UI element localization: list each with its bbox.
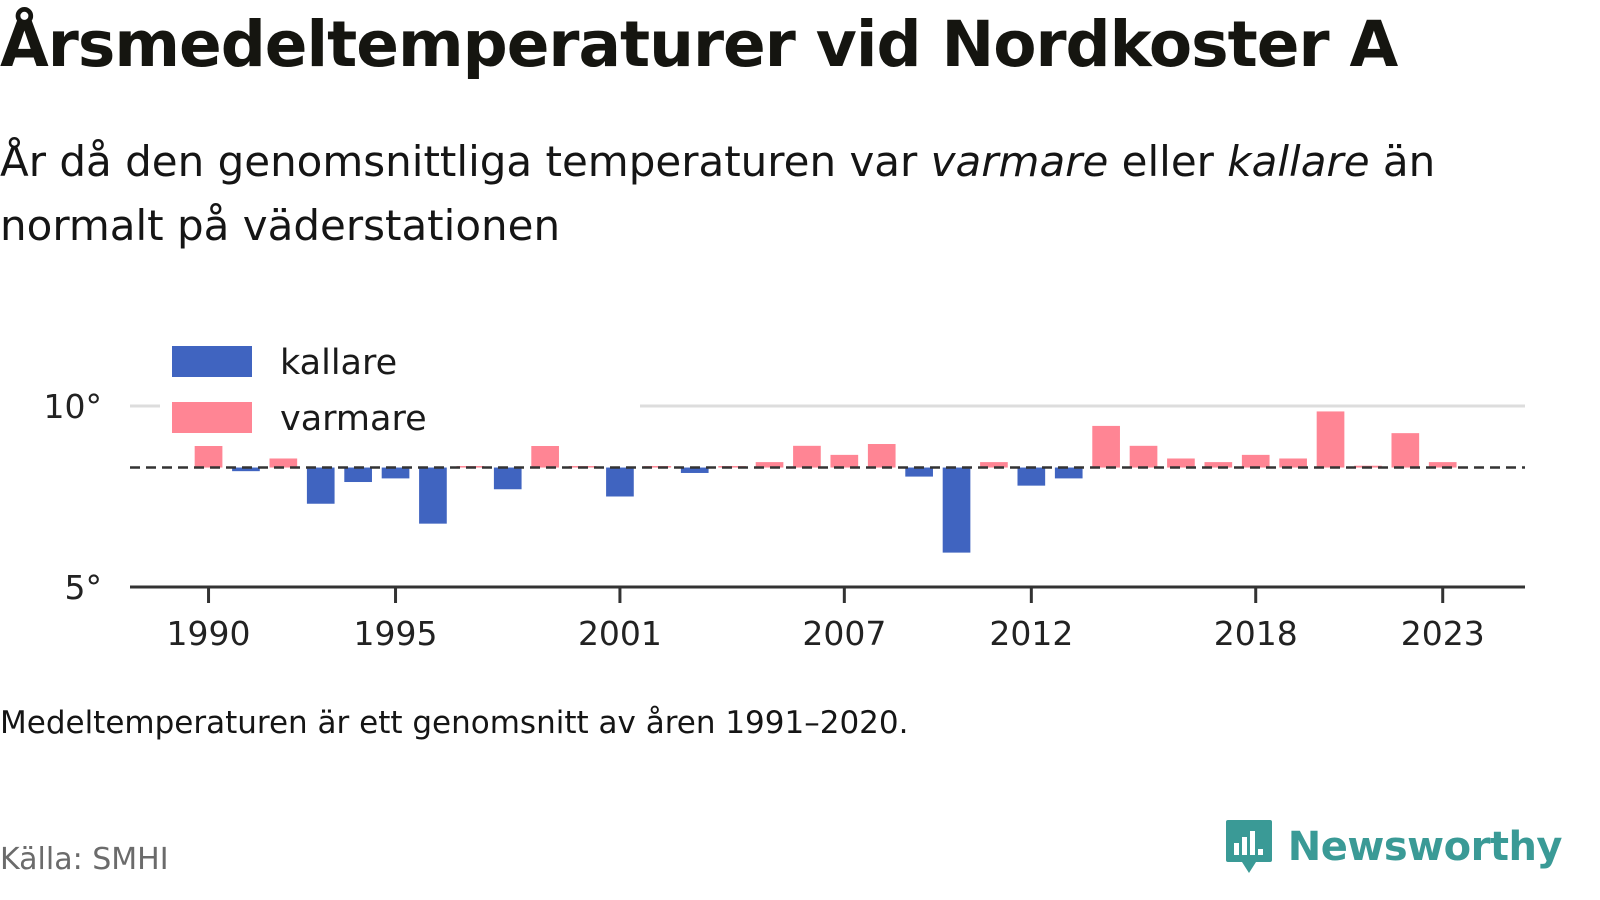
source-label: Källa: SMHI: [0, 842, 169, 877]
x-tick-label-1995: 1995: [354, 614, 438, 653]
x-tick-label-2007: 2007: [802, 614, 886, 653]
legend-warmer-swatch: [172, 402, 252, 433]
subtitle-colder: kallare: [1227, 137, 1370, 186]
footnote: Medeltemperaturen är ett genomsnitt av å…: [0, 705, 909, 741]
brand-logo: Newsworthy: [1224, 818, 1563, 876]
bar-2009: [905, 467, 933, 477]
subtitle-warmer: varmare: [930, 137, 1109, 186]
bar-2018: [1241, 454, 1270, 468]
legend-colder-swatch: [172, 346, 252, 377]
bar-1990: [194, 445, 223, 468]
x-tick-label-1990: 1990: [167, 614, 251, 653]
chart-subtitle: År då den genomsnittliga temperaturen va…: [0, 130, 1560, 258]
legend-warmer-label: varmare: [280, 399, 427, 439]
bar-2022: [1391, 433, 1420, 468]
bar-2011: [980, 462, 1008, 468]
temperature-bar-chart: 5° 10° 1990 1995 2001 2007 2012 2018 2023 kalla…: [43, 326, 1525, 653]
bar-2007: [830, 454, 859, 468]
y-tick-labels: 5° 10°: [44, 387, 103, 607]
bar-2006: [793, 445, 821, 468]
chart-title: Årsmedeltemperaturer vid Nordkoster A: [0, 8, 1398, 81]
subtitle-part-1: År då den genomsnittliga temperaturen va…: [0, 137, 931, 186]
x-tick-label-2012: 2012: [989, 614, 1073, 653]
bar-2010: [942, 467, 971, 553]
bar-2008: [867, 444, 896, 468]
bar-2001: [606, 467, 634, 497]
legend-colder-label: kallare: [280, 343, 397, 383]
subtitle-part-2: eller: [1108, 137, 1228, 186]
bar-2003: [680, 467, 709, 473]
newsworthy-logo-icon: [1225, 820, 1272, 873]
bar-1996: [419, 467, 447, 524]
legend: kallare varmare: [160, 326, 640, 446]
bar-2013: [1054, 467, 1083, 479]
bar-2015: [1129, 445, 1158, 468]
brand-name: Newsworthy: [1287, 824, 1563, 870]
bar-1992: [269, 458, 298, 468]
bar-1991: [232, 467, 260, 472]
x-ticks: 1990 1995 2001 2007 2012 2018 2023: [167, 587, 1485, 653]
y-tick-label-10: 10°: [44, 387, 103, 426]
bar-1993: [306, 467, 335, 504]
subtitle-part-3: än normalt på väderstationen: [0, 137, 1436, 250]
x-tick-label-2018: 2018: [1214, 614, 1298, 653]
bar-2012: [1017, 467, 1046, 486]
x-tick-label-2023: 2023: [1401, 614, 1485, 653]
bar-1994: [344, 467, 372, 483]
bar-2005: [755, 462, 784, 468]
bar-2004: [718, 466, 746, 468]
bar-2014: [1092, 425, 1120, 468]
bar-2023: [1428, 462, 1457, 468]
bar-2016: [1167, 458, 1195, 468]
x-tick-label-2001: 2001: [578, 614, 662, 653]
bar-2020: [1316, 411, 1345, 468]
bar-1995: [381, 467, 410, 479]
y-tick-label-5: 5°: [65, 568, 103, 607]
bar-2019: [1279, 458, 1307, 468]
bar-2017: [1204, 462, 1233, 468]
bar-1998: [493, 467, 522, 490]
bar-2002: [643, 466, 672, 468]
